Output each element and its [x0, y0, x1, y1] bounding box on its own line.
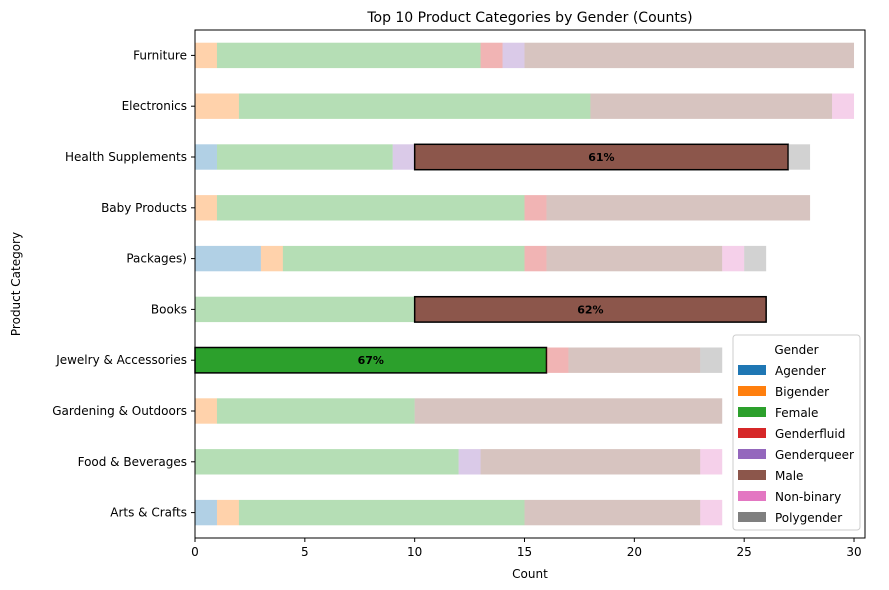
y-tick-label: Arts & Crafts — [110, 506, 187, 520]
bar-books-female — [195, 296, 415, 323]
legend-label-female: Female — [775, 406, 818, 420]
legend-box — [732, 334, 861, 531]
bar-food-beverages-male — [480, 449, 701, 475]
bar-gardening-outdoors-male — [414, 398, 723, 424]
bar-gardening-outdoors-female — [216, 398, 415, 424]
y-tick-label: Health Supplements — [65, 150, 187, 164]
y-tick-label: Gardening & Outdoors — [52, 404, 187, 418]
bar-arts-crafts-bigender — [216, 499, 239, 526]
x-axis-label: Count — [512, 567, 548, 581]
legend-swatch-female — [738, 407, 766, 417]
legend: Gender Agender Bigender Female Genderfluid Ge… — [732, 334, 861, 531]
bar-furniture-bigender — [195, 42, 217, 69]
bar-packages-male — [546, 245, 723, 272]
bar-furniture-male — [524, 42, 855, 69]
bar-packages-agender — [195, 245, 261, 272]
bar-furniture-female — [216, 42, 481, 69]
y-tick-label: Packages) — [126, 252, 187, 266]
y-tick-label: Baby Products — [101, 201, 187, 215]
legend-swatch-polygender — [738, 512, 766, 522]
y-tick-label: Books — [151, 302, 187, 316]
bar-arts-crafts-non-binary — [700, 499, 723, 526]
bar-electronics-female — [238, 93, 591, 119]
legend-swatch-non-binary — [738, 491, 766, 501]
bar-packages-female — [282, 245, 525, 272]
bar-baby-products-genderfluid — [524, 195, 547, 221]
legend-swatch-bigender — [738, 386, 766, 396]
bar-health-supplements-agender — [195, 144, 217, 170]
y-tick-label: Electronics — [122, 99, 187, 113]
bar-gardening-outdoors-bigender — [195, 398, 217, 424]
legend-label-agender: Agender — [775, 364, 826, 378]
x-tick-label: 5 — [301, 545, 309, 559]
y-tick-label: Food & Beverages — [78, 455, 187, 469]
bar-jewelry-accessories-male — [568, 347, 701, 373]
bar-baby-products-female — [216, 195, 525, 221]
bar-electronics-non-binary — [832, 93, 855, 119]
y-tick-label: Jewelry & Accessories — [55, 353, 187, 367]
x-tick-label: 25 — [737, 545, 752, 559]
bar-label-jewelry-accessories: 67% — [358, 354, 384, 367]
bar-baby-products-bigender — [195, 195, 217, 221]
bar-arts-crafts-female — [238, 499, 525, 526]
bar-food-beverages-non-binary — [700, 449, 723, 475]
y-axis-label: Product Category — [9, 232, 23, 336]
plot-frame — [194, 29, 866, 539]
bar-packages-polygender — [744, 245, 767, 272]
bar-label-books: 62% — [577, 303, 603, 316]
legend-label-polygender: Polygender — [775, 511, 842, 525]
bar-label-health-supplements: 61% — [588, 151, 614, 164]
x-tick-label: 30 — [846, 545, 861, 559]
bar-packages-genderfluid — [524, 245, 547, 272]
bar-packages-non-binary — [722, 245, 745, 272]
legend-label-bigender: Bigender — [775, 385, 829, 399]
legend-title: Gender — [774, 343, 818, 357]
x-tick-label: 10 — [407, 545, 422, 559]
bar-furniture-genderfluid — [480, 42, 503, 69]
bar-health-supplements-male — [413, 143, 789, 171]
bar-baby-products-male — [546, 195, 811, 221]
x-tick-label: 15 — [517, 545, 532, 559]
x-tick-label: 20 — [627, 545, 642, 559]
legend-swatch-male — [738, 470, 766, 480]
bar-jewelry-accessories-female — [194, 346, 548, 374]
bar-health-supplements-polygender — [788, 144, 811, 170]
legend-label-non-binary: Non-binary — [775, 490, 841, 504]
bar-books-male — [413, 295, 767, 323]
bar-furniture-genderqueer — [502, 42, 525, 69]
bars-layer: 61% 62% 67% — [194, 42, 855, 526]
legend-swatch-genderqueer — [738, 449, 766, 459]
bar-electronics-male — [590, 93, 833, 119]
y-tick-label: Furniture — [133, 48, 187, 62]
legend-label-male: Male — [775, 469, 803, 483]
bar-health-supplements-genderqueer — [392, 144, 415, 170]
x-tick-label: 0 — [191, 545, 199, 559]
bar-food-beverages-genderqueer — [458, 449, 481, 475]
bar-packages-bigender — [260, 245, 283, 272]
bar-arts-crafts-male — [524, 499, 701, 526]
axes-layer: 0 5 10 15 20 25 30 Furniture Electronics Health S… — [52, 29, 866, 559]
legend-label-genderqueer: Genderqueer — [775, 448, 854, 462]
bar-food-beverages-female — [195, 449, 459, 475]
bar-health-supplements-female — [216, 144, 393, 170]
chart-title: Top 10 Product Categories by Gender (Cou… — [366, 10, 692, 26]
bar-jewelry-accessories-genderfluid — [546, 347, 569, 373]
legend-swatch-genderfluid — [738, 428, 766, 438]
legend-label-genderfluid: Genderfluid — [775, 427, 845, 441]
bar-electronics-bigender — [195, 93, 239, 119]
legend-swatch-agender — [738, 365, 766, 375]
bar-arts-crafts-agender — [195, 499, 217, 526]
bar-jewelry-accessories-polygender — [700, 347, 723, 373]
